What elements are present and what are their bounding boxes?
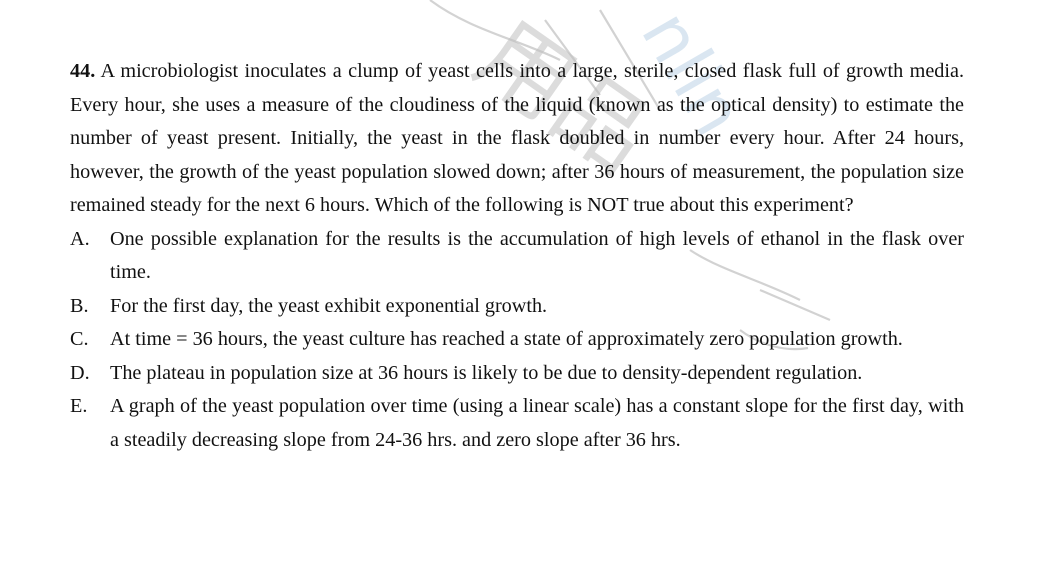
option-text: A graph of the yeast population over tim…	[110, 395, 964, 451]
option-d[interactable]: D. The plateau in population size at 36 …	[70, 357, 964, 391]
option-b[interactable]: B. For the first day, the yeast exhibit …	[70, 290, 964, 324]
option-letter: E.	[70, 395, 88, 417]
question-number: 44.	[70, 60, 96, 82]
option-text: For the first day, the yeast exhibit exp…	[110, 294, 548, 317]
answer-options: A. One possible explanation for the resu…	[70, 223, 964, 458]
question-stem-text: A microbiologist inoculates a clump of y…	[70, 60, 964, 216]
question-block: 44. A microbiologist inoculates a clump …	[70, 55, 964, 457]
option-c[interactable]: C. At time = 36 hours, the yeast culture…	[70, 323, 964, 357]
option-letter: C.	[70, 328, 89, 350]
option-letter: A.	[70, 227, 90, 250]
question-stem: 44. A microbiologist inoculates a clump …	[70, 55, 964, 223]
option-text: The plateau in population size at 36 hou…	[110, 361, 863, 384]
option-a[interactable]: A. One possible explanation for the resu…	[70, 223, 964, 290]
option-text: One possible explanation for the results…	[110, 227, 964, 284]
option-text: At time = 36 hours, the yeast culture ha…	[110, 328, 903, 350]
option-letter: B.	[70, 294, 89, 317]
option-letter: D.	[70, 361, 90, 384]
option-e[interactable]: E. A graph of the yeast population over …	[70, 390, 964, 457]
